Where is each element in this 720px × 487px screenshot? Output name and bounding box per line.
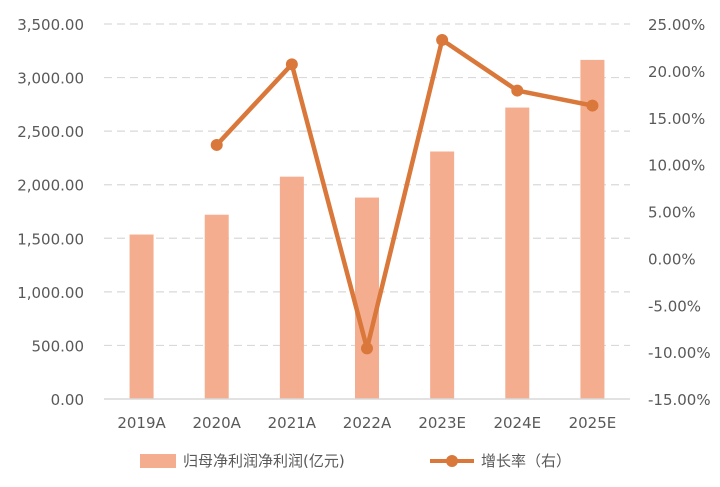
y-right-tick-label: -5.00% <box>648 297 701 315</box>
x-tick-label: 2025E <box>569 414 617 432</box>
y-right-tick-label: 5.00% <box>648 204 696 222</box>
y-right-tick-label: 10.00% <box>648 157 705 175</box>
growth-point <box>285 58 298 71</box>
y-left-tick-label: 3,500.00 <box>17 16 84 34</box>
line-series <box>210 33 599 355</box>
legend-swatch-marker <box>446 455 458 467</box>
growth-point <box>586 99 599 112</box>
legend-label-line: 增长率（右） <box>481 452 571 470</box>
bar <box>355 197 379 399</box>
legend-swatch-bar <box>140 454 176 468</box>
growth-point <box>511 84 524 97</box>
growth-point <box>361 342 373 355</box>
y-right-tick-label: 15.00% <box>648 110 705 128</box>
growth-point <box>436 33 449 46</box>
y-right-tick-label: 0.00% <box>648 250 696 268</box>
axes: 0.00 500.00 1,000.00 1,500.00 2,000.00 2,500.… <box>17 16 710 432</box>
bar <box>279 176 304 399</box>
bar <box>580 59 605 400</box>
y-left-tick-label: 1,000.00 <box>17 284 84 302</box>
x-tick-label: 2021A <box>268 414 317 432</box>
bar <box>129 234 154 399</box>
x-tick-label: 2019A <box>117 414 166 432</box>
bar-series <box>129 59 605 400</box>
y-left-tick-label: 0.00 <box>51 391 84 409</box>
bar <box>204 214 229 399</box>
y-right-tick-label: -15.00% <box>648 391 711 409</box>
x-tick-label: 2024E <box>493 414 541 432</box>
legend-label-bar: 归母净利润净利润(亿元) <box>183 452 345 470</box>
x-tick-label: 2023E <box>418 414 466 432</box>
growth-line <box>214 37 595 351</box>
x-tick-label: 2022A <box>343 414 392 432</box>
y-left-tick-label: 3,000.00 <box>17 70 84 88</box>
bar <box>430 151 455 399</box>
y-right-tick-label: -10.00% <box>648 344 711 362</box>
legend: 归母净利润净利润(亿元) 增长率（右） <box>140 452 571 470</box>
bar <box>505 107 530 400</box>
y-right-tick-label: 25.00% <box>648 16 705 34</box>
x-tick-label: 2020A <box>192 414 241 432</box>
y-right-tick-label: 20.00% <box>648 63 705 81</box>
y-left-tick-label: 2,500.00 <box>17 123 84 141</box>
growth-point <box>210 138 223 151</box>
y-left-tick-label: 2,000.00 <box>17 177 84 195</box>
y-left-tick-label: 1,500.00 <box>17 230 84 248</box>
y-left-tick-label: 500.00 <box>32 337 85 355</box>
